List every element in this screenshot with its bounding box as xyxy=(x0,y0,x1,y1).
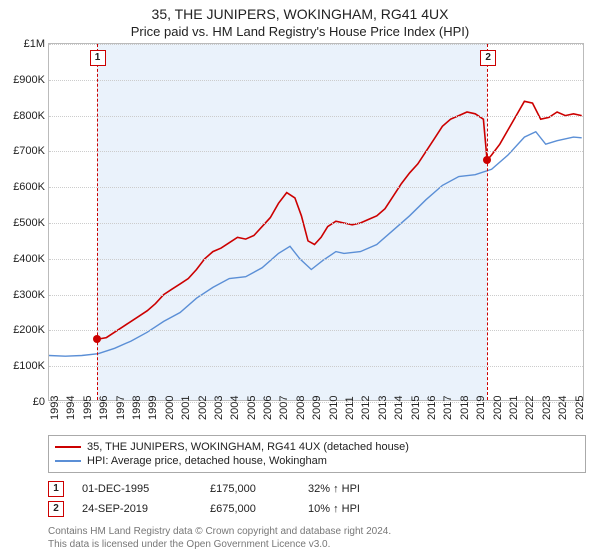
event-date: 01-DEC-1995 xyxy=(82,483,192,495)
x-axis-label: 2009 xyxy=(311,396,323,420)
x-axis-label: 1999 xyxy=(147,396,159,420)
footer-line-1: Contains HM Land Registry data © Crown c… xyxy=(48,525,586,538)
event-number: 1 xyxy=(48,481,64,497)
event-marker-line xyxy=(487,44,488,400)
x-axis-label: 2003 xyxy=(213,396,225,420)
x-axis-label: 2022 xyxy=(524,396,536,420)
x-axis-label: 2008 xyxy=(295,396,307,420)
y-axis-label: £0 xyxy=(5,396,45,408)
x-axis-label: 2018 xyxy=(459,396,471,420)
x-axis-label: 2002 xyxy=(197,396,209,420)
x-axis-label: 2021 xyxy=(508,396,520,420)
y-axis-label: £700K xyxy=(5,145,45,157)
legend-label: HPI: Average price, detached house, Woki… xyxy=(87,455,327,467)
y-axis-label: £400K xyxy=(5,253,45,265)
event-row: 2 24-SEP-2019 £675,000 10% ↑ HPI xyxy=(48,499,586,519)
page-title: 35, THE JUNIPERS, WOKINGHAM, RG41 4UX xyxy=(0,0,600,22)
gridline xyxy=(49,259,583,260)
event-price: £675,000 xyxy=(210,503,290,515)
event-marker-box: 2 xyxy=(480,50,496,66)
x-axis-label: 2001 xyxy=(180,396,192,420)
price-chart: £0£100K£200K£300K£400K£500K£600K£700K£80… xyxy=(48,43,584,401)
y-axis-label: £200K xyxy=(5,324,45,336)
x-axis-label: 2024 xyxy=(557,396,569,420)
y-axis-label: £100K xyxy=(5,360,45,372)
legend-label: 35, THE JUNIPERS, WOKINGHAM, RG41 4UX (d… xyxy=(87,441,409,453)
x-axis-label: 2004 xyxy=(229,396,241,420)
event-marker-box: 1 xyxy=(90,50,106,66)
legend-item: HPI: Average price, detached house, Woki… xyxy=(55,454,579,468)
x-axis-label: 2010 xyxy=(328,396,340,420)
legend: 35, THE JUNIPERS, WOKINGHAM, RG41 4UX (d… xyxy=(48,435,586,473)
x-axis-label: 2023 xyxy=(541,396,553,420)
event-marker-dot xyxy=(483,156,491,164)
gridline xyxy=(49,187,583,188)
gridline xyxy=(49,116,583,117)
x-axis-label: 2015 xyxy=(410,396,422,420)
x-axis-label: 1996 xyxy=(98,396,110,420)
event-number: 2 xyxy=(48,501,64,517)
gridline xyxy=(49,223,583,224)
series-property xyxy=(97,101,582,339)
x-axis-label: 1993 xyxy=(49,396,61,420)
legend-swatch xyxy=(55,460,81,462)
x-axis-label: 2006 xyxy=(262,396,274,420)
gridline xyxy=(49,366,583,367)
x-axis-label: 2011 xyxy=(344,396,356,420)
x-axis-label: 1998 xyxy=(131,396,143,420)
y-axis-label: £900K xyxy=(5,74,45,86)
y-axis-label: £600K xyxy=(5,181,45,193)
gridline xyxy=(49,151,583,152)
gridline xyxy=(49,295,583,296)
event-marker-line xyxy=(97,44,98,400)
event-price: £175,000 xyxy=(210,483,290,495)
x-axis-label: 2014 xyxy=(393,396,405,420)
x-axis-label: 1994 xyxy=(65,396,77,420)
event-date: 24-SEP-2019 xyxy=(82,503,192,515)
x-axis-label: 2020 xyxy=(492,396,504,420)
y-axis-label: £1M xyxy=(5,38,45,50)
event-delta: 32% ↑ HPI xyxy=(308,483,360,495)
x-axis-label: 2016 xyxy=(426,396,438,420)
event-marker-dot xyxy=(93,335,101,343)
x-axis-label: 1995 xyxy=(82,396,94,420)
x-axis-label: 1997 xyxy=(115,396,127,420)
footer-line-2: This data is licensed under the Open Gov… xyxy=(48,538,586,551)
y-axis-label: £800K xyxy=(5,110,45,122)
footer-text: Contains HM Land Registry data © Crown c… xyxy=(48,525,586,551)
gridline xyxy=(49,80,583,81)
event-list: 1 01-DEC-1995 £175,000 32% ↑ HPI 2 24-SEP-201… xyxy=(48,479,586,519)
event-delta: 10% ↑ HPI xyxy=(308,503,360,515)
legend-item: 35, THE JUNIPERS, WOKINGHAM, RG41 4UX (d… xyxy=(55,440,579,454)
x-axis-label: 2005 xyxy=(246,396,258,420)
x-axis-label: 2017 xyxy=(442,396,454,420)
x-axis-label: 2025 xyxy=(574,396,586,420)
x-axis-label: 2000 xyxy=(164,396,176,420)
x-axis-label: 2012 xyxy=(360,396,372,420)
event-row: 1 01-DEC-1995 £175,000 32% ↑ HPI xyxy=(48,479,586,499)
legend-swatch xyxy=(55,446,81,448)
gridline xyxy=(49,330,583,331)
gridline xyxy=(49,44,583,45)
x-axis-label: 2007 xyxy=(278,396,290,420)
x-axis-label: 2019 xyxy=(475,396,487,420)
y-axis-label: £300K xyxy=(5,289,45,301)
y-axis-label: £500K xyxy=(5,217,45,229)
x-axis-label: 2013 xyxy=(377,396,389,420)
page-subtitle: Price paid vs. HM Land Registry's House … xyxy=(0,22,600,43)
